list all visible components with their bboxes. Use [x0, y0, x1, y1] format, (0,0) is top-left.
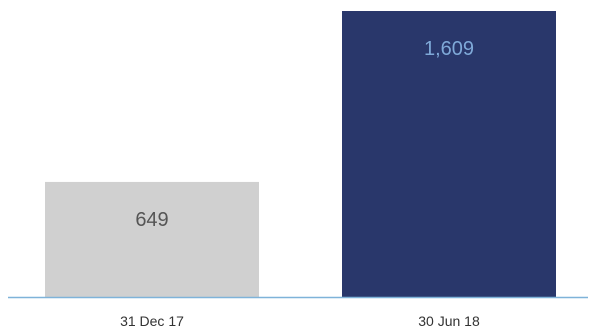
- bar-2: [342, 11, 556, 298]
- bars-group: [45, 11, 556, 298]
- value-labels-group: 649 1,609: [135, 38, 474, 231]
- bar-value-label-1: 649: [135, 209, 168, 231]
- bar-value-label-2: 1,609: [424, 38, 474, 60]
- bar-1: [45, 181, 259, 298]
- x-tick-labels-group: 31 Dec 17 30 Jun 18: [120, 313, 480, 329]
- x-tick-label-1: 31 Dec 17: [120, 313, 184, 329]
- x-tick-label-2: 30 Jun 18: [418, 313, 480, 329]
